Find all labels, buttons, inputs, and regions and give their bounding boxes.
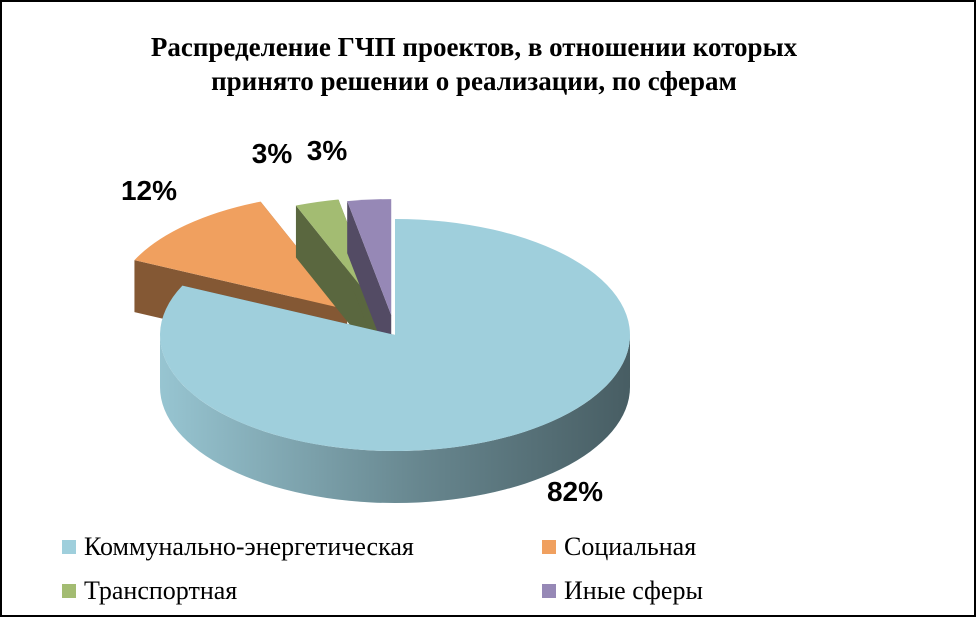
pie-slice-top-social (134, 201, 348, 310)
data-label-other: 3% (307, 135, 348, 166)
legend-label-other: Иные сферы (564, 576, 703, 605)
legend-label-transport: Транспортная (84, 576, 238, 605)
legend-item-communal: Коммунально-энергетическая (62, 532, 414, 562)
legend-swatch-communal (62, 540, 76, 554)
legend-item-transport: Транспортная (62, 576, 237, 606)
legend-swatch-social (542, 540, 556, 554)
legend-item-other: Иные сферы (542, 576, 703, 606)
pie-slice-wall-other (347, 201, 392, 368)
data-label-social: 12% (121, 175, 177, 206)
pie-slice-wall-transport (295, 205, 383, 366)
pie-slices (134, 199, 630, 503)
data-label-transport: 3% (252, 138, 293, 169)
chart-legend: Коммунально-энергетическая Социальная Тр… (62, 532, 942, 612)
legend-swatch-other (542, 584, 556, 598)
pie-slice-top-other (347, 199, 392, 316)
legend-label-social: Социальная (564, 532, 697, 561)
data-label-communal: 82% (547, 476, 603, 507)
pie-slice-communal (160, 219, 630, 503)
legend-label-communal: Коммунально-энергетическая (84, 532, 414, 561)
chart-title: Распределение ГЧП проектов, в отношении … (2, 30, 946, 98)
pie-slice-rim-shade-communal (160, 335, 630, 503)
legend-item-social: Социальная (542, 532, 696, 562)
chart-title-line-2: принято решении о реализации, по сферам (211, 66, 737, 96)
chart-title-line-1: Распределение ГЧП проектов, в отношении … (150, 32, 798, 62)
pie-slice-other (347, 199, 392, 368)
legend-swatch-transport (62, 584, 76, 598)
pie-slice-top-communal (160, 219, 630, 452)
